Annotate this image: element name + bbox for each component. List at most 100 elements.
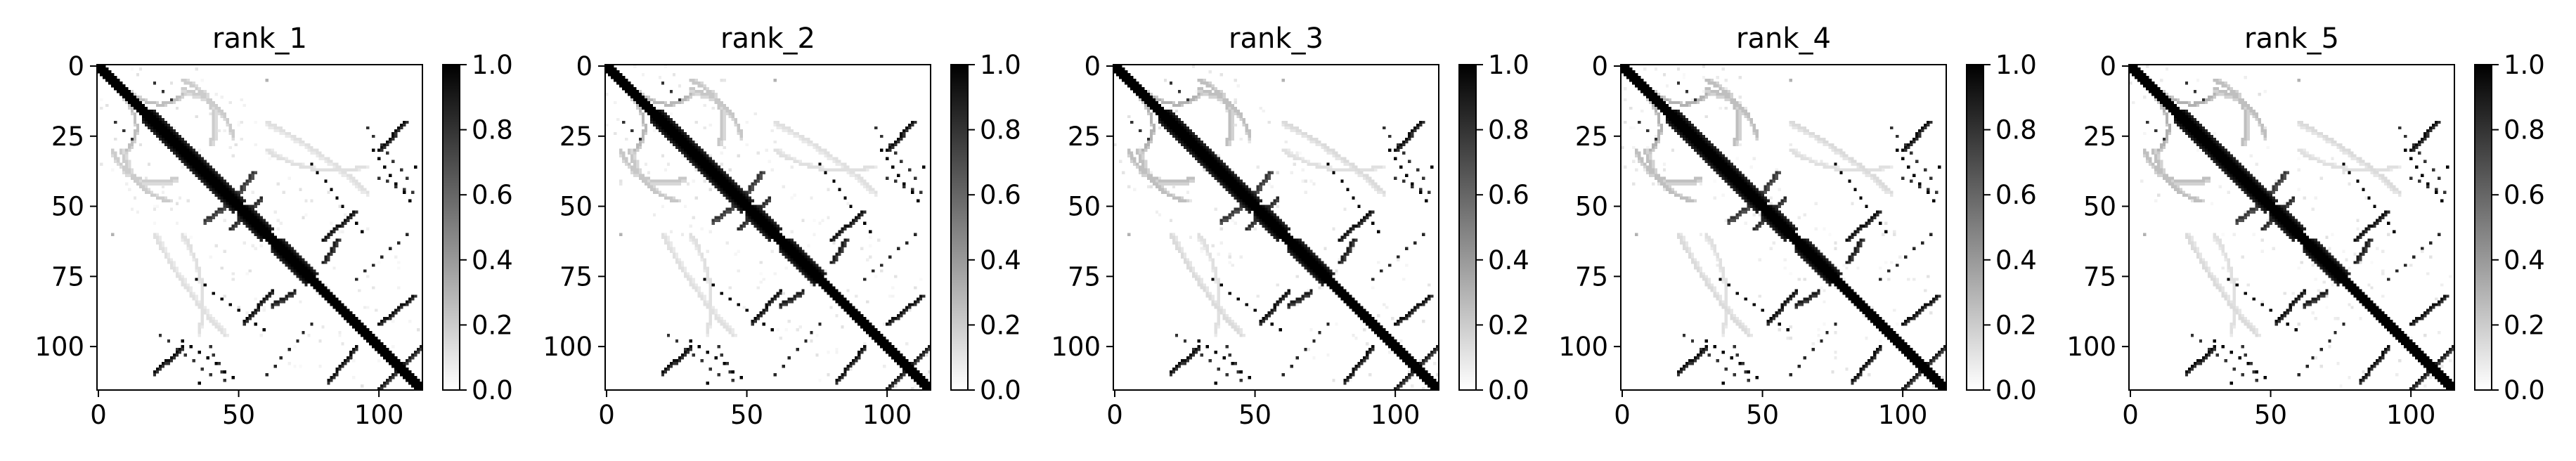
heatmap-cell: [852, 309, 855, 312]
heatmap-cell: [756, 221, 760, 225]
heatmap-cell: [200, 89, 205, 93]
heatmap-cell: [762, 210, 765, 214]
heatmap-cell: [801, 219, 805, 222]
heatmap-cell: [1366, 174, 1369, 177]
heatmap-cell: [877, 331, 881, 335]
heatmap-cell: [122, 157, 126, 161]
heatmap-cell: [1307, 266, 1310, 270]
heatmap-cell: [153, 123, 157, 127]
heatmap-cell: [723, 193, 726, 197]
heatmap-cell: [192, 294, 196, 298]
heatmap-cell: [335, 238, 339, 242]
heatmap-cell: [200, 165, 205, 169]
heatmap-cell: [321, 238, 325, 242]
heatmap-cell: [417, 387, 420, 391]
heatmap-cell: [686, 137, 690, 141]
heatmap-cell: [821, 151, 824, 155]
heatmap-cell: [1368, 176, 1372, 180]
heatmap-cell: [1200, 154, 1204, 158]
heatmap-cell: [1307, 289, 1310, 292]
heatmap-cell: [1352, 238, 1355, 242]
heatmap-cell: [1321, 266, 1324, 270]
heatmap-cell: [776, 235, 779, 239]
heatmap-cell: [703, 126, 707, 130]
heatmap-cell: [1172, 233, 1176, 236]
heatmap-cell: [192, 165, 196, 169]
heatmap-cell: [810, 266, 813, 270]
heatmap-cell: [630, 148, 634, 152]
heatmap-cell: [759, 272, 763, 275]
heatmap-cell: [102, 65, 106, 68]
heatmap-cell: [1144, 148, 1148, 152]
heatmap-cell: [720, 134, 723, 138]
heatmap-cell: [186, 89, 190, 93]
heatmap-cell: [1160, 179, 1165, 183]
heatmap-cell: [846, 311, 850, 315]
heatmap-cell: [1234, 109, 1237, 113]
heatmap-cell: [734, 123, 737, 127]
heatmap-cell: [723, 213, 726, 216]
heatmap-cell: [1242, 204, 1245, 208]
heatmap-cell: [708, 317, 713, 320]
heatmap-cell: [1158, 98, 1162, 102]
heatmap-cell: [1239, 204, 1243, 208]
heatmap-cell: [649, 120, 654, 124]
heatmap-cell: [352, 176, 356, 180]
heatmap-cell: [302, 280, 305, 284]
heatmap-cell: [630, 168, 634, 172]
heatmap-cell: [175, 143, 179, 147]
heatmap-cell: [349, 317, 353, 320]
heatmap-cell: [683, 148, 687, 152]
heatmap-cell: [838, 252, 841, 256]
heatmap-cell: [1276, 283, 1279, 287]
heatmap-cell: [678, 129, 682, 133]
heatmap-cell: [1307, 252, 1310, 256]
heatmap-cell: [1200, 162, 1204, 167]
heatmap-cell: [838, 292, 841, 295]
heatmap-cell: [242, 204, 246, 208]
heatmap-cell: [214, 182, 218, 186]
heatmap-cell: [1352, 241, 1355, 245]
heatmap-cell: [737, 193, 740, 197]
heatmap-cell: [914, 370, 917, 374]
heatmap-cell: [220, 176, 224, 180]
heatmap-cell: [1191, 266, 1196, 270]
heatmap-cell: [1270, 227, 1274, 230]
heatmap-cell: [372, 148, 375, 152]
heatmap-cell: [226, 204, 229, 208]
heatmap-cell: [1132, 89, 1137, 93]
heatmap-cell: [810, 339, 813, 343]
heatmap-cell: [908, 303, 912, 306]
heatmap-cell: [1301, 134, 1305, 138]
heatmap-cell: [304, 266, 308, 270]
heatmap-cell: [240, 210, 243, 214]
heatmap-cell: [1144, 168, 1148, 172]
heatmap-cell: [756, 224, 760, 228]
heatmap-cell: [708, 92, 713, 96]
heatmap-cell: [855, 219, 858, 222]
heatmap-cell: [341, 311, 344, 315]
heatmap-cell: [130, 89, 134, 93]
heatmap-cell: [728, 196, 732, 200]
heatmap-cell: [863, 179, 867, 183]
heatmap-cell: [217, 109, 221, 113]
heatmap-cell: [1200, 78, 1204, 82]
heatmap-cell: [257, 233, 260, 236]
heatmap-cell: [717, 168, 720, 172]
heatmap-cell: [403, 368, 406, 371]
heatmap-cell: [725, 182, 729, 186]
heatmap-cell: [1428, 190, 1431, 194]
heatmap-cell: [153, 193, 157, 197]
heatmap-cell: [888, 345, 892, 349]
panel-title: rank_2: [720, 22, 815, 55]
heatmap-cell: [276, 182, 280, 186]
heatmap-cell: [1211, 160, 1215, 164]
heatmap-cell: [324, 286, 328, 290]
heatmap-cell: [144, 190, 148, 194]
heatmap-cell: [1197, 283, 1201, 287]
heatmap-cell: [813, 269, 816, 273]
heatmap-cell: [153, 129, 157, 133]
heatmap-cell: [725, 325, 729, 329]
heatmap-cell: [1321, 286, 1324, 290]
heatmap-cell: [310, 278, 313, 281]
